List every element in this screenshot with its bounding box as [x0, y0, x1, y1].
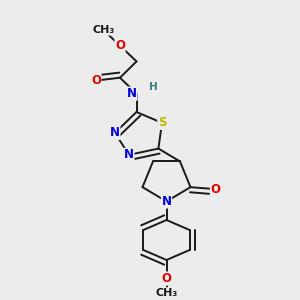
Text: O: O: [91, 74, 101, 87]
Text: N: N: [127, 87, 137, 100]
Text: O: O: [161, 272, 172, 285]
Text: CH₃: CH₃: [92, 25, 115, 35]
Text: N: N: [110, 126, 120, 140]
Text: CH₃: CH₃: [155, 288, 178, 298]
Text: O: O: [210, 183, 220, 196]
Text: O: O: [115, 39, 125, 52]
Text: N: N: [161, 195, 172, 208]
Text: N: N: [124, 148, 134, 161]
Text: H: H: [148, 82, 158, 92]
Text: S: S: [158, 116, 166, 129]
